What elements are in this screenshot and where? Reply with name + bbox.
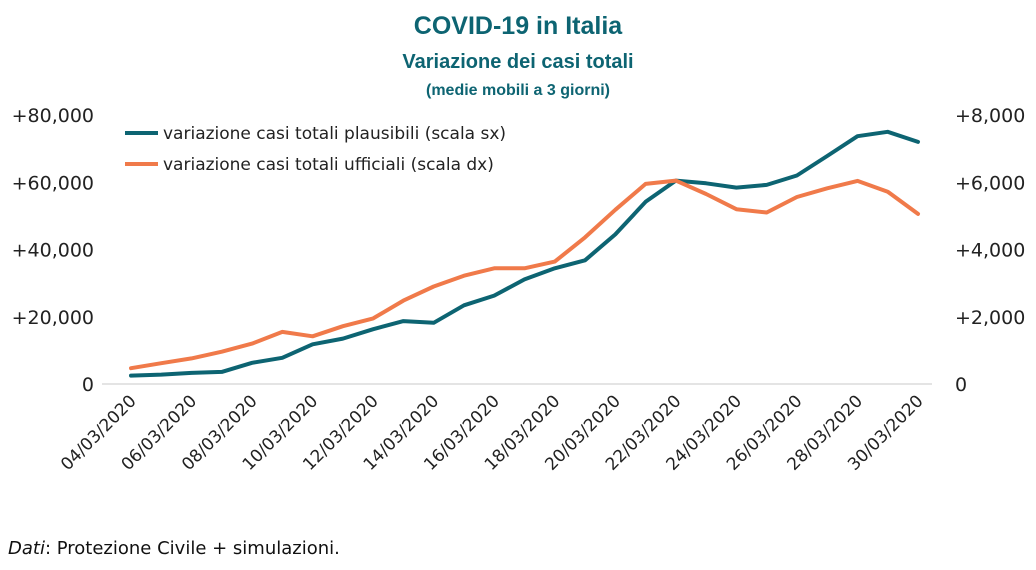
y-left-tick-label: +60,000 xyxy=(12,172,94,194)
series-line-2 xyxy=(129,178,920,371)
y-left-tick-label: +40,000 xyxy=(12,240,94,262)
y-right-tick-label: 0 xyxy=(955,374,967,396)
y-right-tick-label: +4,000 xyxy=(955,240,1025,262)
chart-subtitle: Variazione dei casi totali xyxy=(402,51,634,73)
y-left-tick-label: +80,000 xyxy=(12,105,94,127)
y-right-tick-label: +8,000 xyxy=(955,105,1025,127)
y-left-tick-label: +20,000 xyxy=(12,307,94,329)
source-note: Dati: Protezione Civile + simulazioni. xyxy=(8,538,340,559)
line-chart: 0 +20,000 +40,000 +60,000 +80,000 0 +2,000 +4,0… xyxy=(12,105,1026,475)
y-left-tick-label: 0 xyxy=(82,374,94,396)
y-right-tick-label: +6,000 xyxy=(955,172,1025,194)
chart-title: COVID-19 in Italia xyxy=(413,12,623,40)
y-right-tick-label: +2,000 xyxy=(955,307,1025,329)
series-line-1 xyxy=(129,129,920,378)
chart-note: (medie mobili a 3 giorni) xyxy=(425,82,611,99)
source-label: Dati xyxy=(8,538,45,559)
legend-entry: variazione casi totali plausibili (scala… xyxy=(163,124,506,144)
source-text: : Protezione Civile + simulazioni. xyxy=(44,538,340,559)
legend-entry: variazione casi totali ufficiali (scala … xyxy=(163,155,494,175)
